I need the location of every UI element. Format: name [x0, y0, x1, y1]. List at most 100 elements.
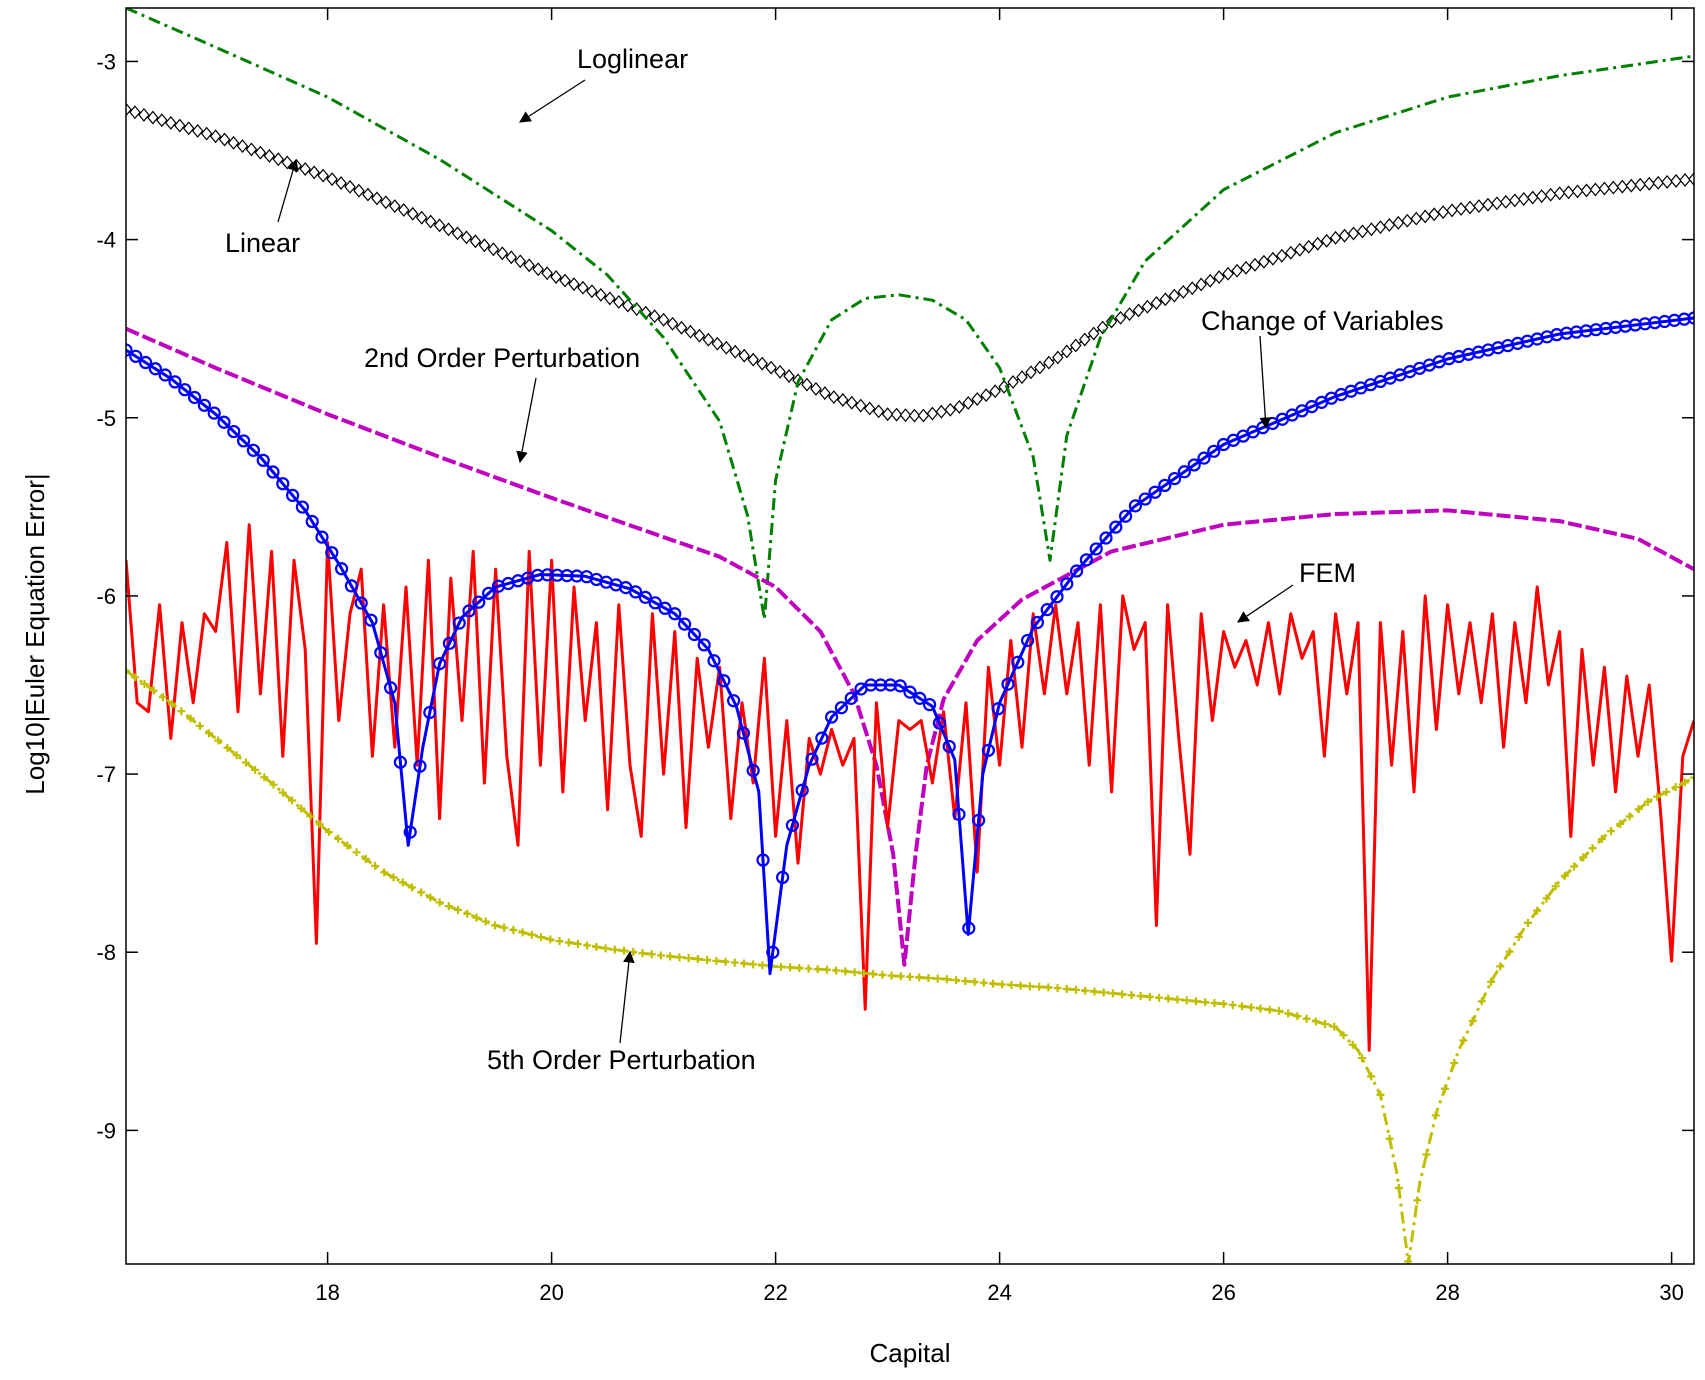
data-point: [648, 309, 661, 324]
data-point: [998, 980, 1007, 989]
series-linear: [126, 102, 1694, 423]
data-point: [815, 731, 829, 745]
data-point: [859, 969, 868, 978]
data-point: [178, 383, 192, 397]
data-point: [1570, 862, 1579, 871]
data-point: [217, 415, 231, 429]
data-point: [442, 222, 455, 237]
data-point: [223, 743, 232, 752]
data-point: [288, 796, 297, 805]
data-point: [380, 195, 392, 210]
data-point: [263, 149, 276, 163]
data-point: [344, 179, 356, 194]
data-point: [354, 596, 368, 610]
x-tick-label: 20: [539, 1280, 563, 1305]
data-point: [1274, 1006, 1283, 1015]
data-point: [775, 870, 790, 885]
data-point: [962, 921, 976, 935]
data-point: [668, 607, 682, 621]
data-point: [1285, 245, 1297, 260]
data-point: [541, 266, 553, 281]
data-point: [158, 368, 172, 382]
data-point: [970, 977, 979, 986]
data-point: [514, 254, 527, 269]
data-point: [1625, 178, 1638, 193]
data-point: [140, 679, 149, 688]
data-point: [246, 443, 260, 457]
data-point: [1482, 197, 1494, 212]
data-point: [756, 356, 768, 371]
data-point: [845, 395, 858, 410]
data-point: [276, 477, 290, 491]
data-point: [1487, 977, 1496, 986]
data-point: [1653, 792, 1662, 801]
data-point: [1661, 174, 1673, 189]
data-point: [1025, 365, 1037, 380]
data-point: [317, 168, 329, 183]
data-point: [371, 191, 383, 206]
data-point: [1571, 184, 1584, 199]
data-point: [726, 694, 741, 708]
data-point: [1061, 344, 1073, 359]
data-point: [944, 402, 957, 417]
data-point: [795, 963, 804, 972]
data-point: [1118, 509, 1133, 523]
x-tick-label: 24: [987, 1280, 1011, 1305]
data-point: [933, 974, 942, 983]
y-axis-label: Log10|Euler Equation Error|: [20, 473, 50, 794]
data-point: [1090, 987, 1099, 996]
data-point: [1652, 175, 1664, 190]
data-point: [463, 909, 472, 918]
data-point: [1580, 183, 1593, 198]
data-point: [236, 139, 249, 154]
data-point: [1500, 194, 1512, 209]
data-point: [1284, 1009, 1293, 1018]
data-point: [1114, 310, 1127, 325]
data-point: [570, 569, 584, 583]
data-point: [417, 888, 426, 897]
data-point: [362, 187, 374, 202]
annotation-fem: FEM: [1299, 558, 1356, 588]
data-point: [435, 898, 444, 907]
data-point: [1105, 314, 1118, 329]
data-point: [804, 964, 813, 973]
data-point: [1473, 199, 1485, 214]
data-point: [148, 362, 162, 376]
data-point: [1431, 1111, 1440, 1120]
data-point: [1477, 997, 1486, 1006]
data-point: [801, 377, 813, 392]
data-point: [766, 945, 780, 959]
data-point: [1069, 338, 1082, 353]
data-point: [712, 956, 721, 965]
data-point: [1320, 233, 1333, 248]
data-point: [953, 399, 966, 414]
data-point: [389, 873, 398, 882]
data-point: [209, 129, 222, 144]
data-point: [559, 273, 571, 288]
data-point: [389, 199, 401, 214]
data-point: [260, 773, 269, 782]
data-point: [942, 975, 951, 984]
data-point: [1007, 375, 1019, 389]
data-point: [1293, 242, 1306, 257]
data-point: [1238, 1002, 1247, 1011]
data-point: [1464, 200, 1476, 215]
data-point: [693, 955, 702, 964]
data-point: [1616, 819, 1625, 828]
data-point: [451, 226, 464, 241]
data-point: [1517, 192, 1530, 206]
data-point: [299, 162, 311, 176]
data-point: [844, 691, 858, 705]
data-point: [286, 488, 300, 502]
x-tick-label: 30: [1659, 1280, 1683, 1305]
data-point: [841, 967, 850, 976]
data-point: [343, 841, 352, 850]
data-point: [1016, 981, 1025, 990]
data-point: [297, 804, 306, 813]
data-point: [1606, 827, 1615, 836]
data-point: [962, 396, 975, 410]
series-loglinear: [126, 8, 1694, 621]
data-point: [1072, 985, 1081, 994]
data-point: [334, 834, 343, 843]
data-point: [188, 390, 202, 405]
